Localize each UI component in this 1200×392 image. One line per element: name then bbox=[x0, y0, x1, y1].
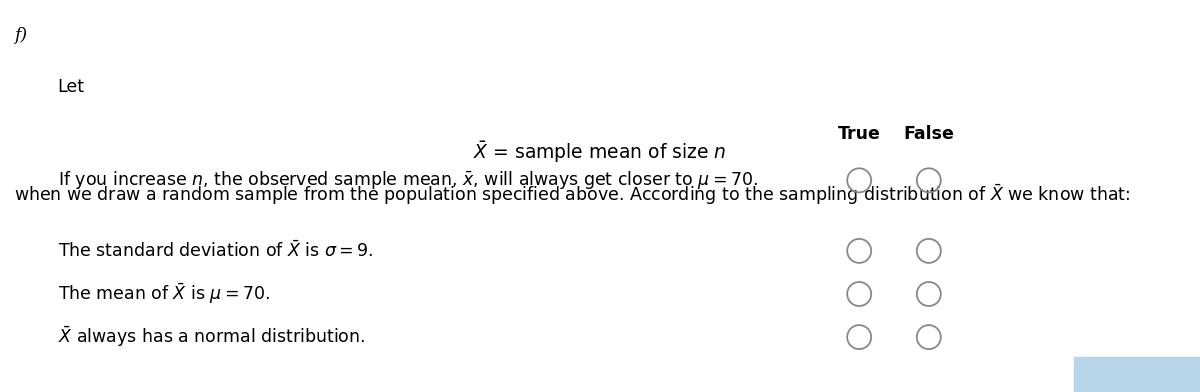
Text: Let: Let bbox=[58, 78, 84, 96]
Text: True: True bbox=[838, 125, 881, 143]
Text: If you increase $n$, the observed sample mean, $\bar{x}$, will always get closer: If you increase $n$, the observed sample… bbox=[58, 169, 757, 191]
Text: $\bar{X}$ = sample mean of size $n$: $\bar{X}$ = sample mean of size $n$ bbox=[473, 139, 727, 165]
Text: The mean of $\bar{X}$ is $\mu = 70$.: The mean of $\bar{X}$ is $\mu = 70$. bbox=[58, 282, 270, 306]
FancyBboxPatch shape bbox=[1074, 357, 1200, 392]
Text: f): f) bbox=[14, 27, 28, 44]
Text: when we draw a random sample from the population specified above. According to t: when we draw a random sample from the po… bbox=[14, 182, 1130, 207]
Text: The standard deviation of $\bar{X}$ is $\sigma = 9$.: The standard deviation of $\bar{X}$ is $… bbox=[58, 241, 373, 261]
Text: $\bar{X}$ always has a normal distribution.: $\bar{X}$ always has a normal distributi… bbox=[58, 325, 365, 349]
Text: False: False bbox=[904, 125, 954, 143]
